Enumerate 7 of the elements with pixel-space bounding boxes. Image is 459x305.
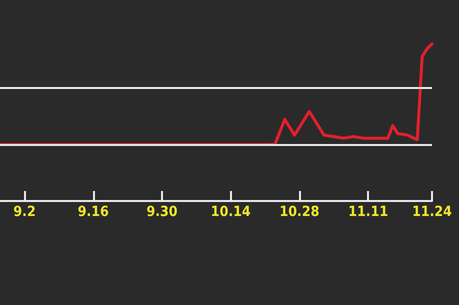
x-tick-label: 11.11: [348, 204, 388, 220]
x-tick-label: 10.28: [280, 204, 320, 220]
x-tick-label: 11.24: [412, 204, 452, 220]
x-tick-label: 9.16: [78, 204, 110, 220]
x-tick-label: 9.2: [13, 204, 36, 220]
x-tick-label: 9.30: [146, 204, 178, 220]
x-tick-label: 10.14: [210, 204, 251, 220]
